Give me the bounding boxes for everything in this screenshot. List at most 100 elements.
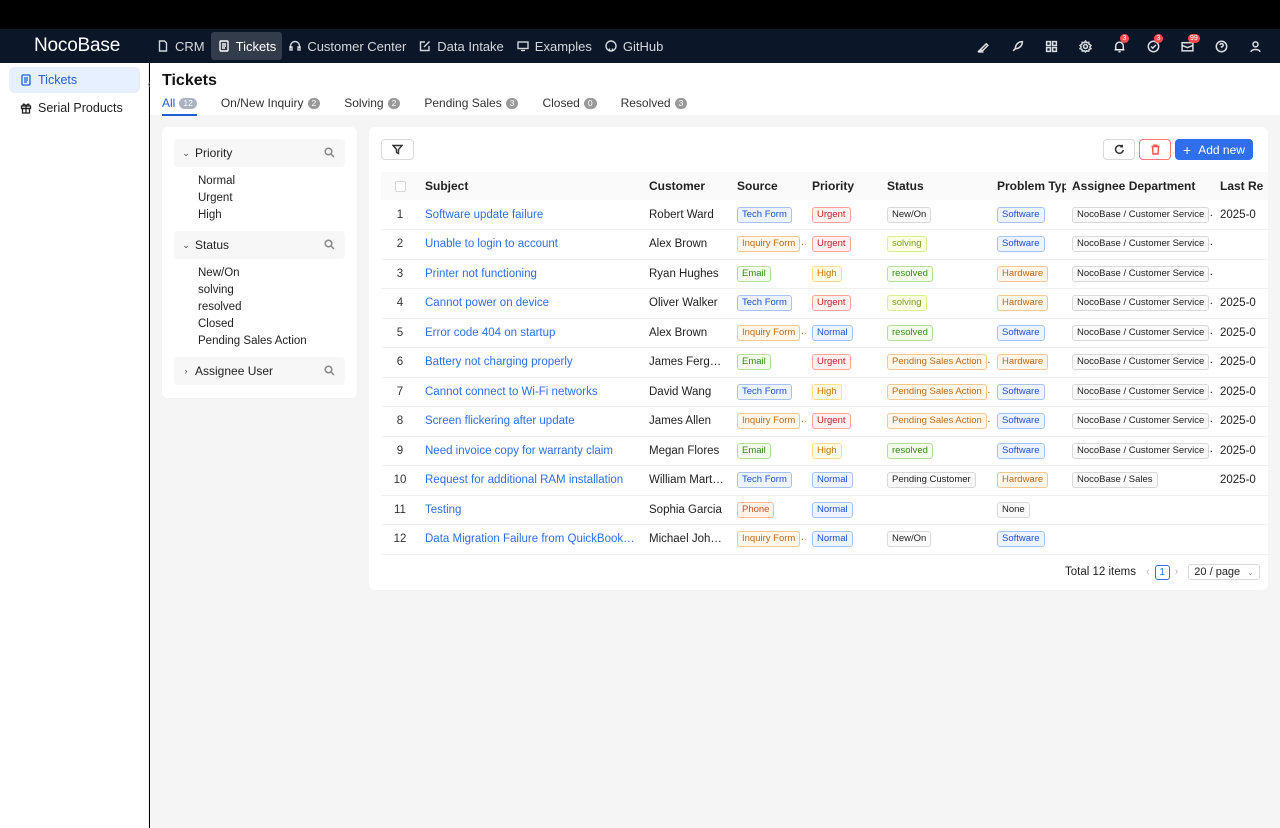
subject-link-cell[interactable]: Battery not charging properly: [419, 347, 643, 378]
column-header-status[interactable]: Status: [881, 172, 991, 200]
next-page-icon[interactable]: ›: [1174, 566, 1179, 578]
customer-cell: Sophia Garcia: [643, 495, 731, 525]
table-row[interactable]: 4 Cannot power on device Oliver Walker Tech…: [381, 288, 1268, 319]
filter-group-status[interactable]: ⌄ Status: [174, 231, 345, 259]
subject-link-cell[interactable]: Software update failure: [419, 200, 643, 230]
department-tag: NocoBase / Customer Service: [1072, 324, 1210, 341]
column-header-customer[interactable]: Customer: [643, 172, 731, 200]
filter-option[interactable]: Pending Sales Action: [198, 335, 307, 347]
priority-tag: Normal: [812, 531, 853, 548]
highlight-icon[interactable]: [966, 29, 1000, 63]
delete-button[interactable]: [1139, 139, 1171, 160]
tab-count-badge: 2: [307, 98, 321, 109]
filter-option[interactable]: solving: [198, 284, 234, 296]
subject-link-cell[interactable]: Screen flickering after update: [419, 406, 643, 437]
page-size-select[interactable]: 20 / page ⌄: [1188, 564, 1260, 580]
filter-button[interactable]: [381, 139, 414, 160]
settings-icon[interactable]: [1068, 29, 1102, 63]
apps-icon[interactable]: [1034, 29, 1068, 63]
filter-option[interactable]: Closed: [198, 318, 234, 330]
column-header-subject[interactable]: Subject: [419, 172, 643, 200]
problem-type-cell: Software: [991, 524, 1066, 555]
table-row[interactable]: 10 Request for additional RAM installatio…: [381, 465, 1268, 496]
search-icon[interactable]: [324, 147, 335, 158]
select-all-checkbox[interactable]: [381, 172, 419, 200]
filter-option[interactable]: High: [198, 209, 222, 221]
search-icon[interactable]: [324, 365, 335, 376]
nav-item-github[interactable]: GitHub: [598, 32, 669, 60]
source-tag: Email: [737, 265, 771, 282]
logo[interactable]: NocoBase: [34, 35, 121, 56]
chevron-down-icon: ⌄: [1247, 567, 1254, 577]
tab-pending-sales[interactable]: Pending Sales 3: [424, 96, 519, 115]
filter-icon: [392, 144, 403, 155]
subject-link-cell[interactable]: Testing: [419, 495, 643, 525]
tab-closed[interactable]: Closed 0: [542, 96, 597, 115]
column-header-last[interactable]: Last Re: [1214, 172, 1268, 200]
table-row[interactable]: 6 Battery not charging properly James Ferg…: [381, 347, 1268, 378]
subject-link-cell[interactable]: Unable to login to account: [419, 229, 643, 260]
table-row[interactable]: 9 Need invoice copy for warranty claim Meg…: [381, 436, 1268, 466]
column-header-priority[interactable]: Priority: [806, 172, 881, 200]
table-row[interactable]: 5 Error code 404 on startup Alex Brown Inqu…: [381, 318, 1268, 348]
prev-page-icon[interactable]: ‹: [1145, 566, 1150, 578]
nav-item-customer-center[interactable]: Customer Center: [282, 32, 412, 60]
table-row[interactable]: 3 Printer not functioning Ryan Hughes Email…: [381, 259, 1268, 289]
subject-link-cell[interactable]: Request for additional RAM installation: [419, 465, 643, 496]
nav-item-tickets[interactable]: Tickets: [210, 32, 283, 60]
rocket-icon[interactable]: [1000, 29, 1034, 63]
page-1-button[interactable]: 1: [1154, 564, 1170, 580]
tab-solving[interactable]: Solving 2: [344, 96, 401, 115]
refresh-button[interactable]: [1103, 139, 1135, 160]
sidebar-item-tickets[interactable]: Tickets: [9, 67, 140, 93]
table-row[interactable]: 8 Screen flickering after update James All…: [381, 406, 1268, 437]
sidebar-item-serial-products[interactable]: Serial Products: [9, 95, 140, 121]
check-circle-icon[interactable]: 3: [1136, 29, 1170, 63]
filter-group-priority[interactable]: ⌄ Priority: [174, 139, 345, 167]
tab-all[interactable]: All 12: [162, 96, 197, 116]
column-header-problem-type[interactable]: Problem Type: [991, 172, 1066, 200]
tab-count-badge: 2: [387, 98, 401, 109]
sidebar-collapse-toggle[interactable]: ‹: [147, 78, 151, 90]
help-icon[interactable]: [1204, 29, 1238, 63]
customer-cell: James Allen: [643, 406, 731, 437]
filter-group-assignee-user[interactable]: › Assignee User: [174, 357, 345, 385]
table-row[interactable]: 7 Cannot connect to Wi-Fi networks David W…: [381, 377, 1268, 407]
tab-on-new-inquiry[interactable]: On/New Inquiry 2: [221, 96, 321, 115]
subject-link-cell[interactable]: Printer not functioning: [419, 259, 643, 289]
mail-icon[interactable]: 99: [1170, 29, 1204, 63]
filter-option[interactable]: Urgent: [198, 192, 233, 204]
column-header-source[interactable]: Source: [731, 172, 806, 200]
status-tag: Pending Customer: [887, 472, 976, 489]
source-tag: Inquiry Form: [737, 413, 801, 430]
nav-item-crm[interactable]: CRM: [150, 32, 211, 60]
last-reply-cell: 2025-0: [1214, 377, 1268, 407]
subject-link-cell[interactable]: Cannot power on device: [419, 288, 643, 319]
filter-option[interactable]: New/On: [198, 267, 240, 279]
subject-link-cell[interactable]: Error code 404 on startup: [419, 318, 643, 348]
add-new-button[interactable]: + Add new: [1175, 139, 1253, 160]
last-reply-cell: [1214, 229, 1268, 260]
subject-link-cell[interactable]: Data Migration Failure from QuickBooks t…: [419, 524, 643, 555]
source-cell: Email: [731, 259, 806, 289]
priority-cell: High: [806, 377, 881, 407]
column-header-assignee-department[interactable]: Assignee Department: [1066, 172, 1214, 200]
table-row[interactable]: 1 Software update failure Robert Ward Tech …: [381, 200, 1268, 230]
table-row[interactable]: 12 Data Migration Failure from QuickBooks…: [381, 524, 1268, 555]
search-icon[interactable]: [324, 239, 335, 250]
subject-link-cell[interactable]: Cannot connect to Wi-Fi networks: [419, 377, 643, 407]
source-cell: Phone: [731, 495, 806, 525]
bell-icon[interactable]: 3: [1102, 29, 1136, 63]
table-row[interactable]: 11 Testing Sophia Garcia Phone Normal None: [381, 495, 1268, 525]
nav-item-data-intake[interactable]: Data Intake: [412, 32, 510, 60]
filter-option[interactable]: Normal: [198, 175, 236, 187]
table-row[interactable]: 2 Unable to login to account Alex Brown Inq…: [381, 229, 1268, 260]
priority-tag: High: [812, 442, 842, 459]
tab-resolved[interactable]: Resolved 3: [621, 96, 688, 115]
nav-item-examples[interactable]: Examples: [510, 32, 598, 60]
tab-count-badge: 0: [583, 98, 597, 109]
filter-option[interactable]: resolved: [198, 301, 242, 313]
subject-link-cell[interactable]: Need invoice copy for warranty claim: [419, 436, 643, 466]
user-icon[interactable]: [1238, 29, 1272, 63]
pagination: Total 12 items ‹ 1 › 20 / page ⌄: [1065, 564, 1260, 580]
